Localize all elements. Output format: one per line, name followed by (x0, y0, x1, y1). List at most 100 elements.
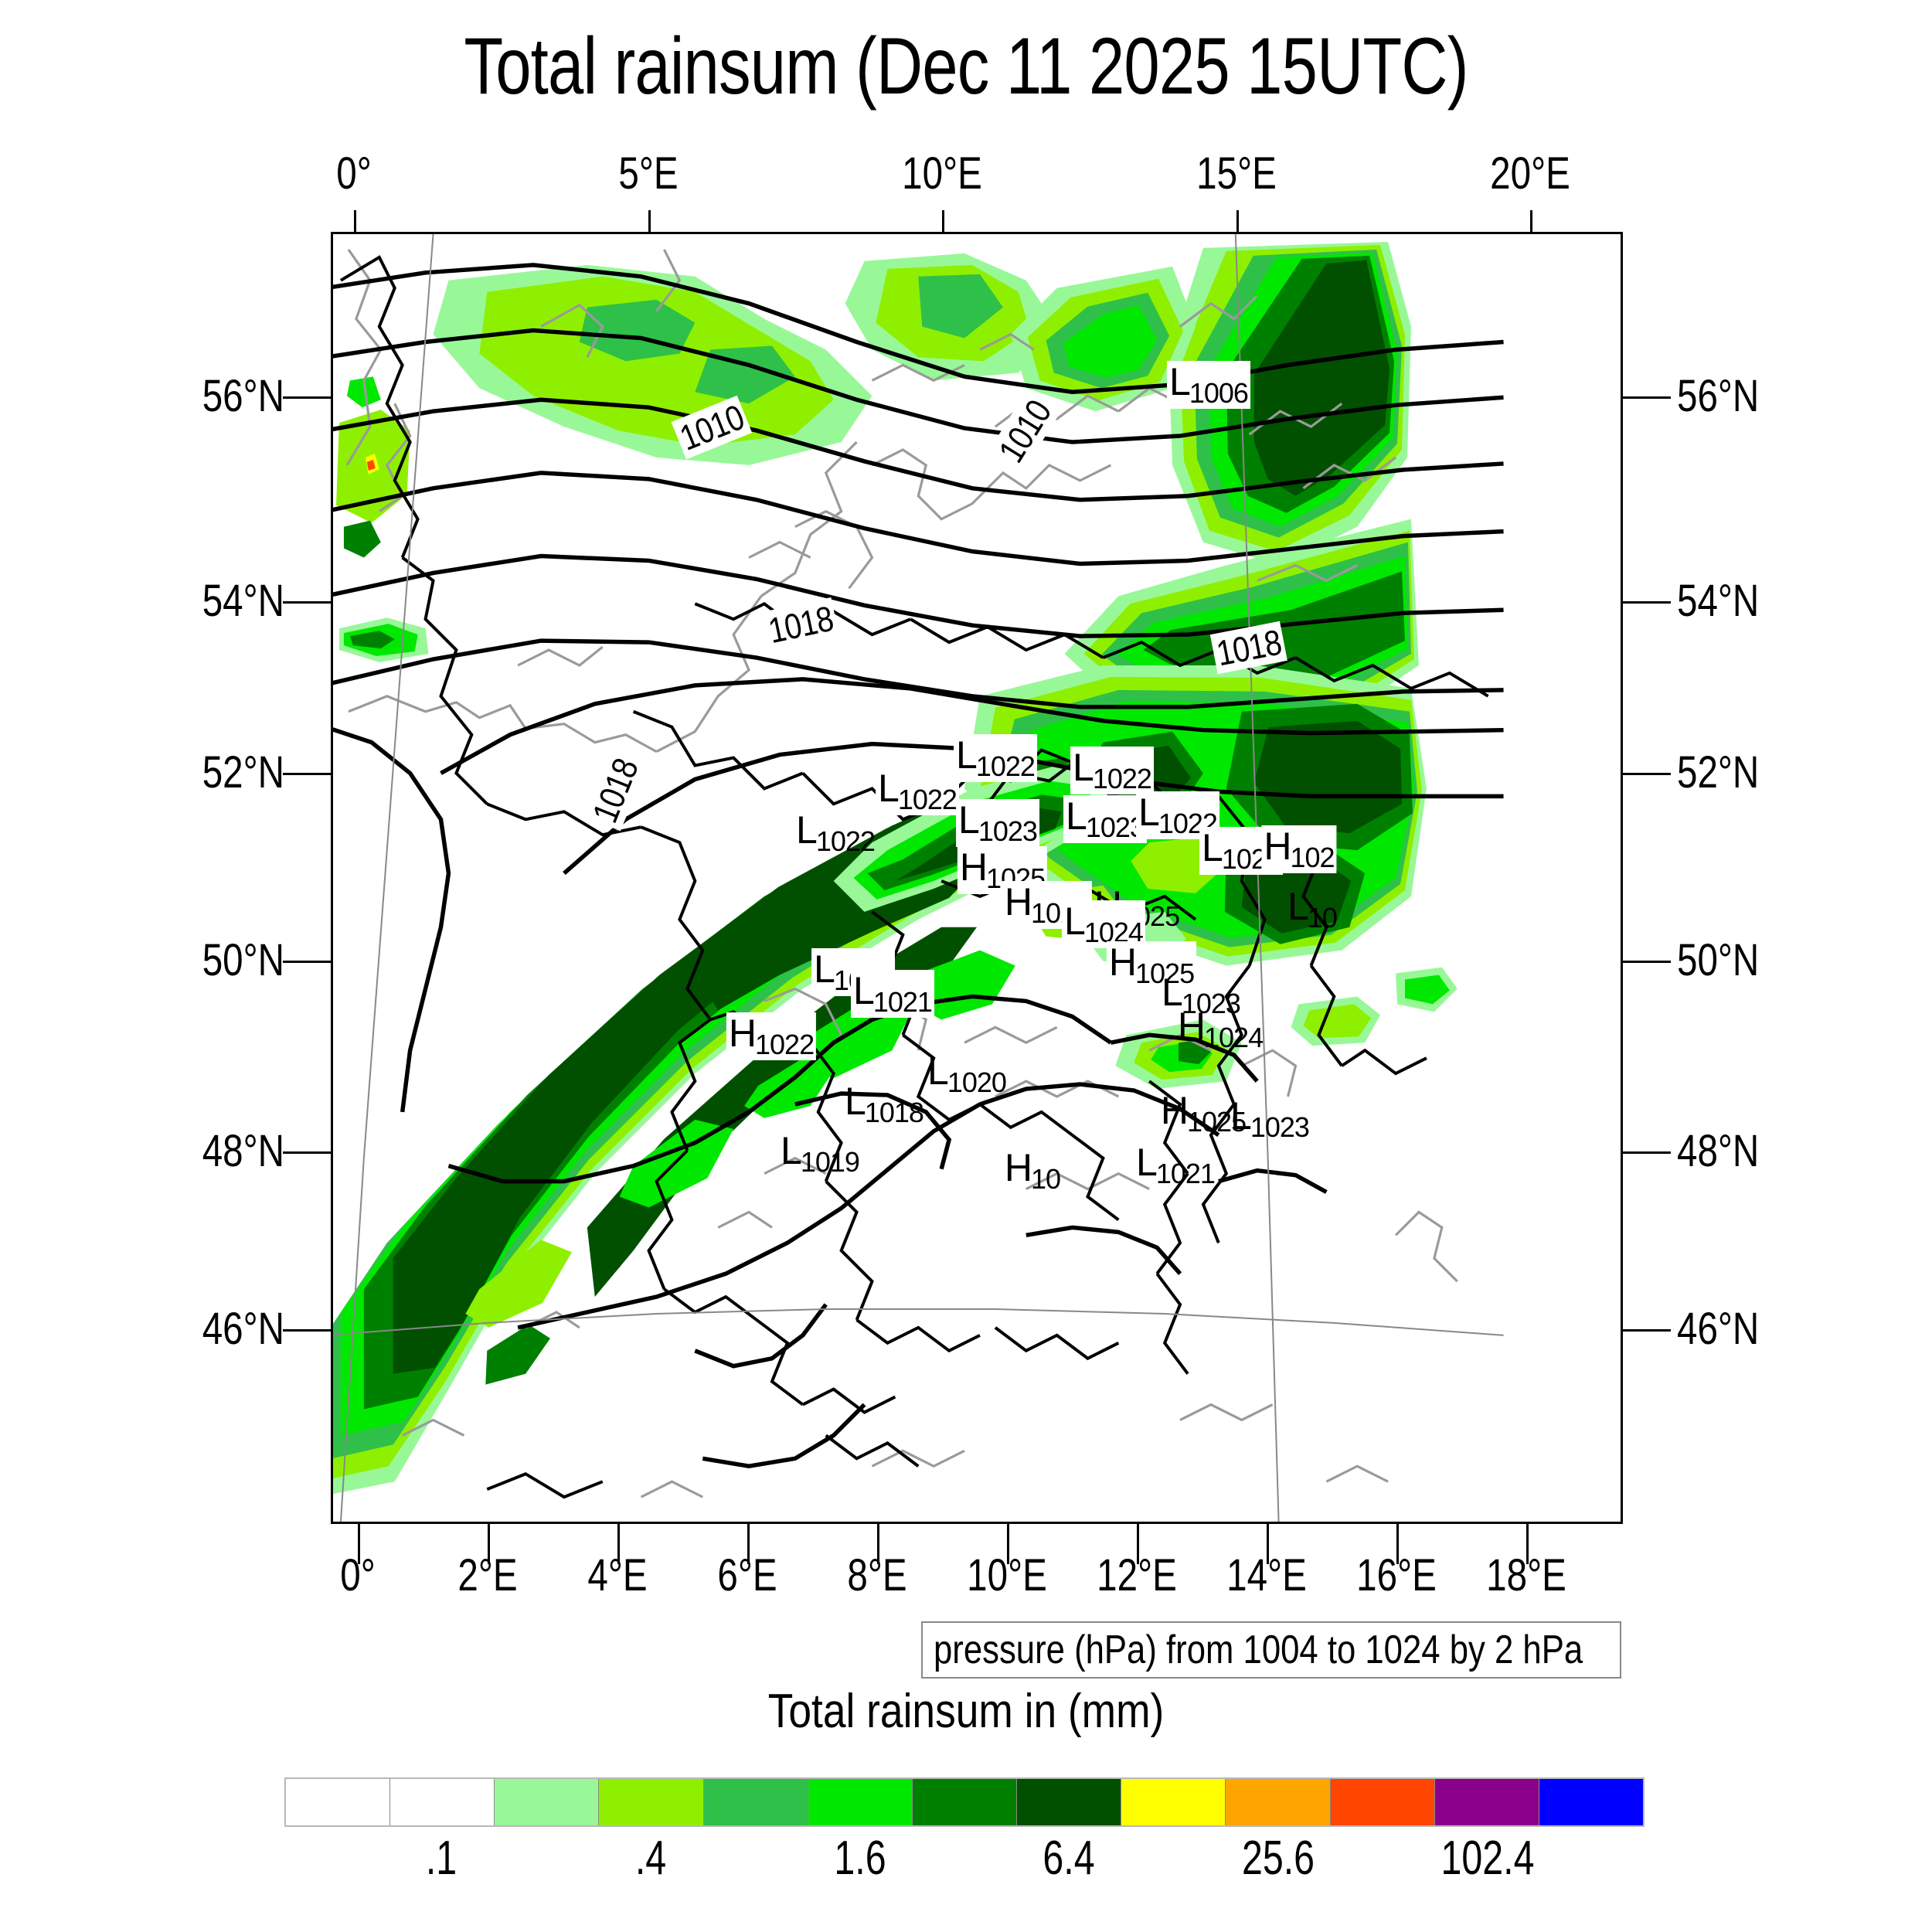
pressure-centre-value: 1023 (1250, 1111, 1310, 1143)
colorbar-cell-1[interactable] (390, 1779, 495, 1825)
pressure-centre-type: L (853, 969, 875, 1012)
colorbar-cell-5[interactable] (808, 1779, 913, 1825)
axis-left-tick-2 (283, 773, 331, 775)
pressure-centre-value: 1025 (1187, 1106, 1247, 1138)
pressure-centre-type: H (1177, 1005, 1206, 1048)
pressure-centre-l-1023-24: L1023 (1228, 1095, 1311, 1143)
axis-top-tick-2 (942, 210, 944, 232)
axis-bottom-label-4: 8°E (847, 1550, 907, 1600)
pressure-centre-type: L (781, 1129, 802, 1172)
colorbar-cell-6[interactable] (912, 1779, 1018, 1825)
pressure-centre-l-1021-17: L1021 (851, 970, 934, 1018)
pressure-centre-value: 1021 (1155, 1158, 1216, 1189)
pressure-centre-type: L (956, 733, 978, 777)
axis-right-tick-0 (1623, 396, 1671, 399)
axis-bottom-label-0: 0° (340, 1550, 376, 1600)
axis-right-label-3: 50°N (1677, 935, 1760, 985)
pressure-centre-value: 1022 (1092, 763, 1152, 794)
pressure-legend-box: pressure (hPa) from 1004 to 1024 by 2 hP… (921, 1621, 1621, 1679)
axis-bottom-label-3: 6°E (717, 1550, 777, 1600)
colorbar-cell-11[interactable] (1434, 1779, 1539, 1825)
pressure-centre-type: H (1160, 1089, 1189, 1132)
axis-top-tick-4 (1530, 210, 1532, 232)
pressure-centre-l-1023-4: L1023 (956, 799, 1039, 847)
axis-top-tick-0 (354, 210, 356, 232)
pressure-centre-type: L (878, 767, 900, 810)
colorbar[interactable] (284, 1777, 1645, 1827)
axis-left-label-1: 54°N (202, 576, 284, 626)
colorbar-cell-2[interactable] (495, 1779, 600, 1825)
pressure-centre-type: L (1169, 360, 1191, 403)
colorbar-cell-12[interactable] (1539, 1779, 1644, 1825)
colorbar-cell-10[interactable] (1330, 1779, 1435, 1825)
pressure-centre-value: 10 (1307, 902, 1338, 934)
pressure-centre-type: L (845, 1080, 866, 1123)
axis-right-tick-5 (1623, 1329, 1671, 1332)
axis-bottom-tick-7 (1267, 1524, 1269, 1564)
axis-right-tick-2 (1623, 773, 1671, 775)
pressure-centre-h-10-26: H10 (1002, 1147, 1063, 1195)
axis-left-label-4: 48°N (202, 1126, 284, 1176)
axis-bottom-tick-2 (617, 1524, 620, 1564)
pressure-legend-text: pressure (hPa) from 1004 to 1024 by 2 hP… (934, 1628, 1583, 1672)
colorbar-cell-9[interactable] (1226, 1779, 1331, 1825)
colorbar-tick-6.4: 6.4 (1043, 1832, 1095, 1885)
colorbar-tick-labels: .1 .4 1.6 6.4 25.6 102.4 (284, 1835, 1645, 1904)
pressure-centre-h-102-9: H102 (1261, 825, 1337, 873)
pressure-centre-type: L (958, 798, 980, 842)
axis-left-tick-1 (283, 601, 331, 604)
axis-bottom-label-9: 18°E (1486, 1550, 1566, 1600)
axis-right-tick-1 (1623, 601, 1671, 604)
colorbar-cell-3[interactable] (599, 1779, 704, 1825)
pressure-centre-type: H (1264, 825, 1291, 868)
axis-bottom-tick-5 (1007, 1524, 1009, 1564)
axis-bottom-label-7: 14°E (1226, 1550, 1307, 1600)
pressure-centre-l-1022-1: L1022 (954, 734, 1037, 782)
axis-top-tick-1 (648, 210, 651, 232)
axis-right-label-4: 48°N (1677, 1126, 1760, 1176)
pressure-centre-type: L (796, 808, 818, 852)
axis-top-tick-3 (1236, 210, 1239, 232)
pressure-centre-type: H (1108, 940, 1137, 984)
colorbar-cell-7[interactable] (1017, 1779, 1122, 1825)
pressure-centre-value: 1022 (755, 1029, 815, 1060)
pressure-centre-value: 1023 (1085, 811, 1145, 843)
page-title: Total rainsum (Dec 11 2025 15UTC) (464, 22, 1468, 111)
pressure-centre-value: 1022 (815, 825, 876, 857)
pressure-centre-type: L (1073, 746, 1094, 789)
pressure-centre-l-1020-21: L1020 (925, 1050, 1009, 1098)
axis-right-label-0: 56°N (1677, 371, 1760, 421)
axis-left-label-5: 46°N (202, 1304, 284, 1354)
axis-bottom-tick-3 (747, 1524, 750, 1564)
weather-map[interactable]: 1010 1010 1018 1018 1018 L1006 L1022 L1022 L102… (331, 232, 1623, 1524)
isobar-layer (333, 263, 1504, 1469)
colorbar-cell-0[interactable] (286, 1779, 391, 1825)
axis-right-label-5: 46°N (1677, 1304, 1760, 1354)
colorbar-cell-4[interactable] (703, 1779, 808, 1825)
axis-top-label-2: 10°E (902, 148, 982, 199)
axis-bottom-tick-6 (1137, 1524, 1139, 1564)
pressure-centre-type: L (1136, 1141, 1158, 1184)
pressure-centre-value: 1022 (975, 750, 1036, 782)
pressure-centre-type: L (1138, 791, 1160, 834)
axis-left-label-2: 52°N (202, 747, 284, 798)
pressure-centre-type: H (1004, 1146, 1032, 1189)
axis-bottom-tick-4 (877, 1524, 879, 1564)
pressure-centre-l-1023-18: L1023 (1159, 971, 1243, 1019)
colorbar-cell-8[interactable] (1121, 1779, 1226, 1825)
axis-bottom-label-6: 12°E (1097, 1550, 1177, 1600)
pressure-centre-l-1006-0: L1006 (1167, 361, 1250, 409)
pressure-centre-type: L (1162, 971, 1183, 1014)
axis-right-tick-4 (1623, 1151, 1671, 1154)
axis-bottom-label-2: 4°E (587, 1550, 648, 1600)
axis-bottom-label-8: 16°E (1356, 1550, 1437, 1600)
pressure-centre-value: 1024 (1204, 1022, 1264, 1053)
pressure-centre-value: 1023 (978, 815, 1038, 847)
axis-bottom-label-5: 10°E (967, 1550, 1047, 1600)
pressure-centre-value: 102 (1290, 842, 1335, 873)
axis-left-tick-4 (283, 1151, 331, 1154)
pressure-centre-value: 1020 (947, 1066, 1007, 1098)
pressure-centre-value: 10 (1031, 1163, 1061, 1195)
pressure-centre-l-1021-27: L1021 (1134, 1141, 1217, 1189)
axis-bottom-tick-8 (1396, 1524, 1399, 1564)
